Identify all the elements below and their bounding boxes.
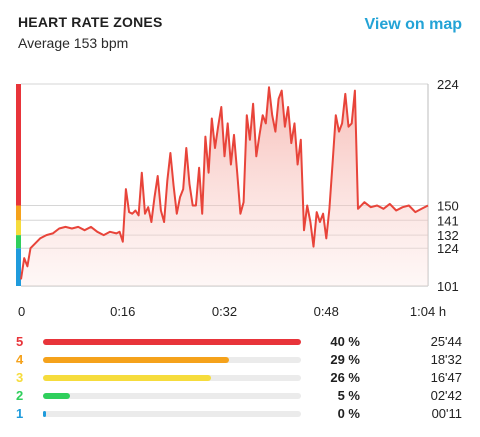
zone-number: 3: [16, 370, 24, 385]
zone-duration: 16'47: [430, 370, 462, 385]
y-tick-label: 101: [437, 279, 459, 294]
zone-progress-fill: [43, 411, 47, 417]
y-tick-label: 141: [437, 213, 459, 228]
zone-band-4: [16, 205, 21, 221]
zone-band-1: [16, 248, 21, 286]
zone-percent: 26 %: [330, 370, 360, 385]
page-title: HEART RATE ZONES: [18, 14, 163, 30]
zone-progress-track: [43, 357, 301, 363]
zone-row-4: 4 29 % 18'32: [0, 352, 480, 370]
zone-progress-fill: [43, 393, 71, 399]
zone-progress-track: [43, 339, 301, 345]
zone-band-2: [16, 235, 21, 249]
x-tick-label: 0:32: [212, 304, 237, 319]
zone-number: 5: [16, 334, 24, 349]
y-tick-label: 132: [437, 228, 459, 243]
zone-progress-track: [43, 411, 301, 417]
x-tick-label: 0:16: [110, 304, 135, 319]
zone-row-2: 2 5 % 02'42: [0, 388, 480, 406]
zone-duration: 02'42: [430, 388, 462, 403]
zone-duration: 00'11: [431, 406, 462, 421]
zone-progress-fill: [43, 339, 301, 345]
zone-progress-fill: [43, 375, 211, 381]
zone-number: 1: [16, 406, 24, 421]
view-on-map-link[interactable]: View on map: [364, 16, 462, 33]
x-tick-label: 0: [18, 304, 25, 319]
x-tick-label: 1:04 h: [410, 304, 446, 319]
average-bpm-text: Average 153 bpm: [18, 35, 129, 51]
zone-row-3: 3 26 % 16'47: [0, 370, 480, 388]
zone-percent: 29 %: [330, 352, 360, 367]
zone-progress-fill: [43, 357, 229, 363]
zone-number: 2: [16, 388, 24, 403]
zone-progress-track: [43, 393, 301, 399]
y-tick-label: 124: [437, 241, 459, 256]
zone-percent: 40 %: [330, 334, 360, 349]
zone-duration: 18'32: [430, 352, 462, 367]
heart-rate-line: [20, 86, 429, 280]
y-tick-label: 150: [437, 199, 459, 214]
zone-row-5: 5 40 % 25'44: [0, 334, 480, 352]
zone-progress-track: [43, 375, 301, 381]
heart-rate-area: [21, 87, 428, 286]
zone-percent: 0 %: [337, 406, 360, 421]
zone-percent: 5 %: [337, 388, 360, 403]
y-tick-label: 224: [437, 77, 459, 92]
zone-row-1: 1 0 % 00'11: [0, 406, 480, 424]
zone-duration: 25'44: [430, 334, 462, 349]
zone-band-5: [16, 84, 21, 206]
zone-band-3: [16, 220, 21, 236]
zone-number: 4: [16, 352, 24, 367]
x-tick-label: 0:48: [314, 304, 339, 319]
